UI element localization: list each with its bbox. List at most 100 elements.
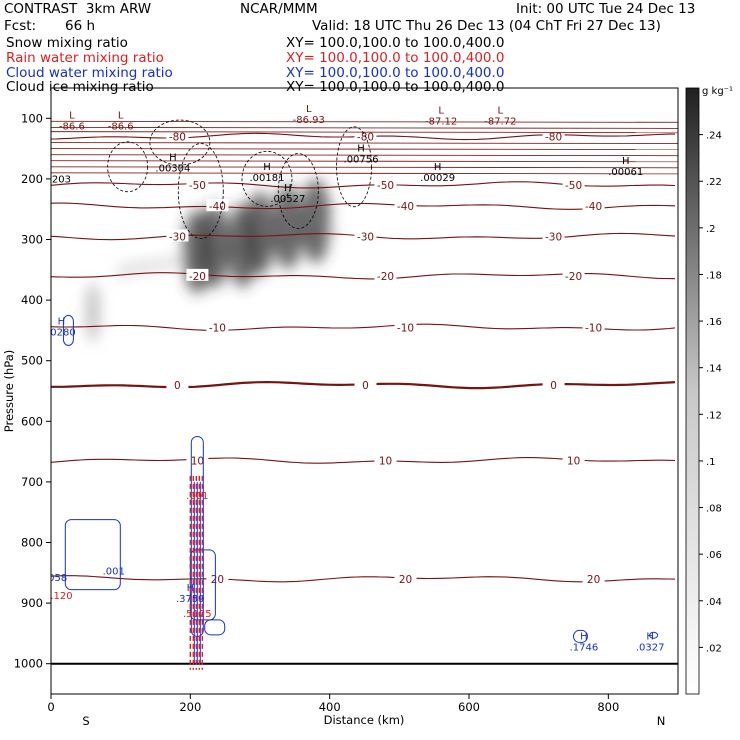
cloud-water-contour	[62, 314, 74, 346]
cloud-ice-max-letter: H	[263, 162, 271, 173]
isotherm-line	[51, 172, 678, 175]
isotherm-label: -40	[585, 201, 602, 213]
cloud-ice-max-value: .00527	[270, 194, 305, 205]
isotherm-line	[51, 131, 678, 134]
temperature-low-value: -86.6	[108, 121, 134, 132]
isotherm-label: -50	[189, 180, 206, 192]
x-axis-label: Distance (km)	[324, 713, 405, 727]
y-tick-label: 700	[21, 475, 43, 489]
cloud-water-max-letter: H	[58, 316, 66, 327]
cloud-ice-max-value: .00181	[249, 173, 284, 184]
rain-max-value: .5125	[183, 609, 212, 620]
colorbar-unit: g kg⁻¹	[702, 86, 733, 97]
x-tick-label: 400	[319, 700, 341, 714]
isotherm-label-bg	[374, 177, 397, 190]
colorbar-label: .06	[706, 550, 722, 561]
isotherm-label-bg	[166, 229, 189, 242]
isotherm-line	[51, 120, 678, 123]
temperature-low-value: -87.12	[425, 116, 457, 127]
isotherm-label-bg	[582, 199, 605, 212]
cloud-water-max-letter: H	[646, 631, 654, 642]
isotherm-label: -10	[397, 322, 414, 334]
isotherm-label: -30	[357, 231, 374, 243]
colorbar-label: .02	[706, 643, 722, 654]
field-name-cloud-ice: Cloud ice mixing ratio	[6, 79, 154, 95]
x-tick-label: 200	[179, 700, 201, 714]
temperature-low-letter: L	[69, 110, 75, 121]
isotherm-label-bg	[186, 268, 209, 281]
field-xy-rain: XY= 100.0,100.0 to 100.0,400.0	[286, 50, 505, 66]
isotherm-label-bg	[166, 129, 189, 142]
isotherm-label: -80	[545, 131, 562, 143]
isotherm-label: 0	[362, 380, 369, 392]
isotherm-label-bg	[394, 320, 417, 333]
isotherm-line	[51, 575, 676, 583]
y-tick-label: 800	[21, 536, 43, 550]
rain-max-value: .120	[50, 591, 72, 602]
colorbar-label: .22	[706, 177, 722, 188]
y-tick-label: 900	[21, 596, 43, 610]
isotherm-label-bg	[394, 199, 417, 212]
isotherm-label: 0	[174, 380, 181, 392]
cloud-water-max-value: 9058	[42, 573, 67, 584]
init-time: Init: 00 UTC Tue 24 Dec 13	[516, 1, 696, 17]
y-tick-label: 600	[21, 414, 43, 428]
isotherm-label: -40	[209, 201, 226, 213]
isotherm-label-bg	[206, 571, 229, 584]
cloud-ice-max-value: .00061	[608, 167, 643, 178]
isotherm-label: 0	[550, 380, 557, 392]
isotherm-label-bg	[166, 377, 189, 390]
isotherm-label: 20	[587, 574, 600, 586]
isotherm-label-bg	[354, 229, 377, 242]
cloud-ice-max-letter: H	[284, 183, 292, 194]
snow-shading	[85, 179, 344, 343]
isotherm-label: 10	[567, 456, 580, 468]
isotherm-label-bg	[562, 268, 585, 281]
isotherm-label: -50	[565, 180, 582, 192]
isotherm-label-bg	[582, 571, 605, 584]
cloud-water-max-letter: H	[187, 583, 195, 594]
isotherm-label-bg	[582, 320, 605, 333]
isotherm-line	[51, 148, 678, 151]
field-xy-snow: XY= 100.0,100.0 to 100.0,400.0	[286, 35, 505, 51]
y-tick-label: 100	[21, 111, 43, 125]
isotherm-label: -50	[377, 180, 394, 192]
cloud-water-max-value: .1746	[570, 642, 599, 653]
isotherm-label-bg	[374, 453, 397, 466]
cloud-water-contour	[649, 631, 659, 639]
colorbar-label: .24	[706, 131, 722, 142]
isotherm-label: -20	[189, 271, 206, 283]
isotherm-label: -80	[169, 131, 186, 143]
colorbar-label: .14	[706, 364, 722, 375]
cloud-ice-max-value: .00756	[344, 155, 379, 166]
cloud-ice-max-value: .00304	[155, 164, 190, 175]
y-tick-label: 500	[21, 354, 43, 368]
isotherm-label: -20	[565, 271, 582, 283]
isotherm-line	[51, 202, 676, 210]
valid-time: Valid: 18 UTC Thu 26 Dec 13 (04 ChT Fri …	[312, 18, 661, 34]
colorbar-label: .2	[706, 224, 716, 235]
isotherm-label: 20	[399, 574, 412, 586]
cloud-water-contour	[204, 619, 226, 636]
colorbar-label: .08	[706, 504, 722, 515]
isotherm-label-bg	[542, 229, 565, 242]
isotherm-line	[51, 166, 678, 169]
cloud-water-max-value: .3759	[176, 594, 205, 605]
rain-max-value: .001	[186, 491, 208, 502]
temperature-low-letter: L	[498, 105, 504, 116]
colorbar-label: .04	[706, 597, 722, 608]
cloud-ice-max-letter: H	[357, 144, 365, 155]
isotherm-label: -40	[397, 201, 414, 213]
colorbar-label: .12	[706, 410, 722, 421]
isotherm-label-bg	[354, 377, 377, 390]
cloud-ice-contour	[241, 150, 293, 207]
north-label: N	[657, 714, 666, 728]
y-tick-label: 400	[21, 293, 43, 307]
temperature-low-letter: L	[306, 104, 312, 115]
isotherm-line	[51, 323, 676, 331]
isotherm-label-bg	[562, 177, 585, 190]
cloud-ice-contour	[107, 141, 149, 193]
cloud-water-max-value: .0280	[47, 327, 76, 338]
chart-title: CONTRAST 3km ARW	[4, 1, 152, 17]
